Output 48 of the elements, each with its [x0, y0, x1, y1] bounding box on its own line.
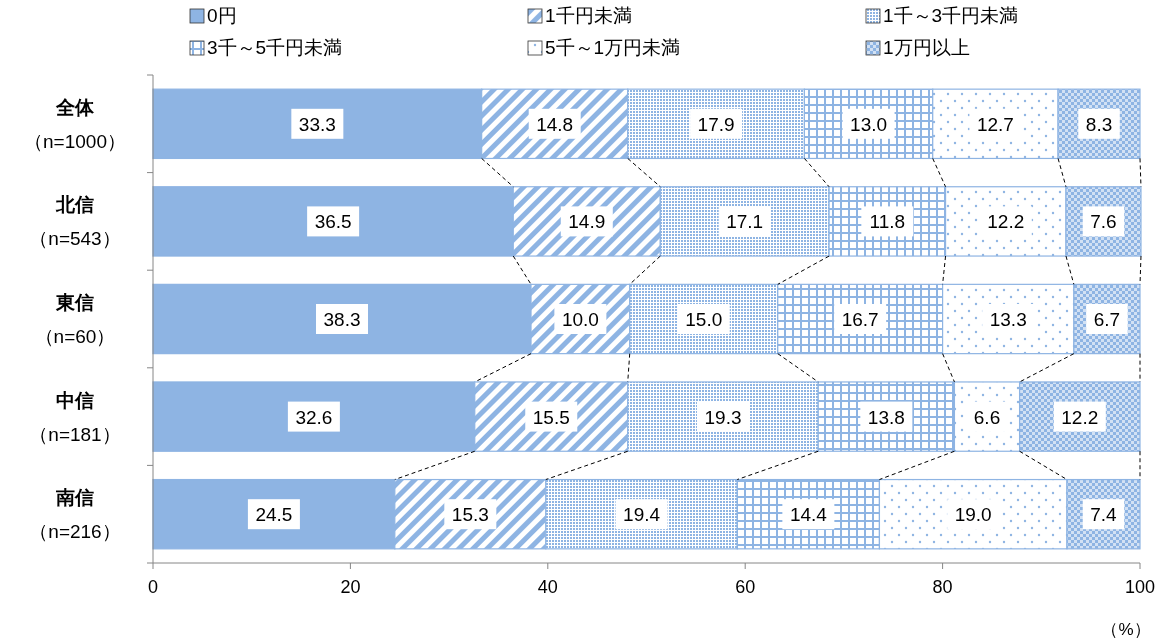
x-tick-label: 100	[1124, 577, 1156, 597]
x-tick-label: 0	[147, 577, 159, 597]
legend-label: 1万円以上	[883, 37, 970, 58]
legend-label: 1千円未満	[545, 5, 632, 26]
data-label: 16.7	[841, 309, 879, 330]
data-label: 17.9	[697, 113, 735, 135]
data-label: 19.0	[954, 504, 992, 526]
data-label: 12.2	[1061, 406, 1099, 428]
data-label: 14.4	[789, 504, 828, 526]
data-label: 15.3	[451, 504, 489, 526]
legend-label: 5千～1万円未満	[545, 37, 681, 58]
data-label: 7.4	[1090, 504, 1118, 526]
data-label: 13.0	[850, 113, 888, 135]
x-tick-label: 20	[340, 577, 361, 597]
data-label: 15.0	[685, 309, 723, 330]
data-label: 12.2	[987, 211, 1025, 233]
data-label: 6.7	[1093, 309, 1121, 330]
data-label: 19.4	[623, 504, 661, 526]
y-tick-label: 北信（n=543）	[29, 194, 121, 250]
data-label: 6.6	[973, 406, 1001, 428]
y-tick-label: 全体（n=1000）	[24, 96, 126, 152]
data-label: 38.3	[323, 309, 361, 330]
x-axis-title: （%）	[1101, 620, 1151, 639]
data-label: 19.3	[704, 406, 742, 428]
data-label: 12.7	[976, 113, 1014, 135]
y-tick-label: 中信（n=181）	[29, 389, 121, 445]
legend-label: 0円	[207, 5, 237, 26]
y-tick-label: 南信（n=216）	[29, 487, 121, 543]
data-label: 14.8	[536, 113, 574, 135]
y-tick-label: 東信（n=60）	[34, 292, 116, 347]
legend-label: 1千～3千円未満	[883, 5, 1019, 26]
data-label: 13.8	[867, 406, 905, 428]
data-label: 14.9	[568, 211, 606, 233]
data-label: 11.8	[869, 211, 906, 233]
data-label: 8.3	[1085, 113, 1113, 135]
x-tick-label: 80	[932, 577, 953, 597]
x-tick-label: 60	[735, 577, 756, 597]
x-tick-label: 40	[537, 577, 558, 597]
data-label: 36.5	[314, 211, 352, 233]
legend-label: 3千～5千円未満	[207, 37, 343, 58]
data-label: 33.3	[298, 113, 336, 135]
data-label: 32.6	[295, 406, 333, 428]
data-label: 24.5	[255, 504, 293, 526]
data-label: 17.1	[726, 211, 764, 233]
data-label: 13.3	[989, 309, 1027, 330]
data-label: 15.5	[532, 406, 570, 428]
data-label: 10.0	[561, 309, 599, 330]
data-label: 7.6	[1090, 211, 1117, 233]
